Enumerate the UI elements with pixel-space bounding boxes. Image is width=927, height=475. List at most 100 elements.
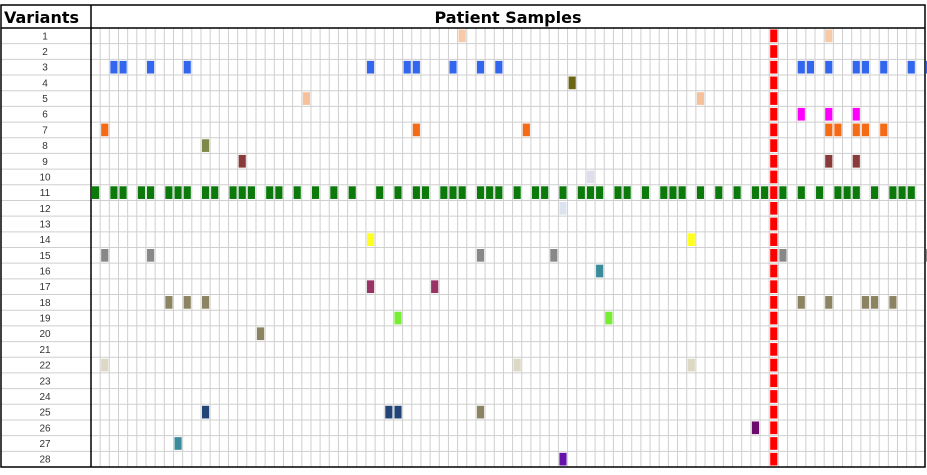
outer-border	[0, 4, 926, 468]
highlight-cell	[770, 452, 778, 466]
variant-cell	[852, 154, 860, 168]
variant-cell	[861, 296, 870, 309]
variant-cell	[678, 186, 686, 199]
variant-cell	[119, 60, 127, 74]
variant-cell	[596, 186, 604, 199]
variant-cell	[733, 186, 741, 199]
chart-title: Patient Samples	[435, 8, 582, 27]
row-label: 4	[42, 78, 48, 89]
variant-cell	[586, 170, 595, 184]
variant-cell	[495, 60, 503, 74]
variant-cell	[550, 249, 558, 262]
variant-cell	[146, 60, 155, 74]
highlight-cell	[770, 76, 778, 90]
variant-cell	[669, 186, 677, 199]
variant-cell	[513, 186, 521, 199]
variant-cell	[101, 249, 109, 262]
variant-cell	[183, 186, 191, 199]
row-label: 6	[42, 110, 48, 121]
variant-cell	[201, 139, 210, 152]
highlight-cell	[770, 45, 778, 58]
variant-cell	[394, 311, 402, 325]
variant-cell	[238, 186, 246, 199]
variant-cell	[366, 60, 375, 74]
row-label: 22	[39, 361, 51, 372]
variant-cell	[476, 249, 485, 262]
variant-cell	[146, 249, 155, 262]
variant-cell	[412, 60, 420, 74]
variant-cell	[366, 280, 375, 294]
variant-cell	[880, 60, 888, 74]
variant-cell	[247, 186, 255, 199]
variant-cell	[696, 92, 705, 105]
variant-cell	[119, 186, 127, 199]
variant-cell	[266, 186, 274, 199]
variant-cell	[907, 186, 915, 199]
variant-cell	[183, 296, 191, 309]
variant-cells	[92, 29, 927, 466]
variant-cell	[907, 60, 915, 74]
variant-cell	[366, 233, 375, 246]
row-label: 9	[42, 157, 48, 168]
variant-cell	[101, 358, 109, 372]
row-label: 24	[39, 392, 51, 403]
highlight-cell	[770, 217, 778, 231]
variant-cell	[660, 186, 668, 199]
row-label: 5	[42, 94, 48, 105]
variant-cell	[440, 186, 448, 199]
variant-cell	[101, 123, 109, 137]
row-label: 8	[42, 141, 48, 152]
highlight-cell	[770, 374, 778, 388]
highlight-cell	[770, 170, 778, 184]
variant-cell	[476, 405, 485, 419]
highlight-cell	[770, 233, 778, 246]
variant-cell	[816, 186, 824, 199]
variant-cell	[201, 186, 210, 199]
variant-cell	[522, 123, 530, 137]
row-label: 13	[39, 219, 51, 230]
highlight-cell	[770, 29, 778, 43]
variant-cell	[687, 233, 695, 246]
variant-cell	[275, 186, 283, 199]
variant-cell	[871, 296, 879, 309]
variant-cell	[889, 186, 897, 199]
highlight-cell	[770, 139, 778, 152]
variant-cell	[449, 186, 457, 199]
variant-cell	[889, 296, 897, 309]
variant-cell	[797, 107, 805, 121]
highlight-cell	[770, 123, 778, 137]
variant-cell	[568, 76, 576, 90]
row-label: 15	[39, 251, 51, 262]
row-label: 2	[42, 47, 48, 58]
row-label: 21	[39, 345, 51, 356]
variant-cell	[751, 421, 760, 435]
variant-cell	[183, 60, 191, 74]
variant-cell	[394, 186, 402, 199]
variant-cell	[715, 186, 723, 199]
row-label: 23	[39, 376, 51, 387]
variant-cell	[797, 60, 805, 74]
variant-cell	[146, 186, 155, 199]
variant-cell	[761, 186, 769, 199]
variant-cell	[531, 186, 540, 199]
variant-cell	[431, 280, 439, 294]
variant-cell	[394, 405, 402, 419]
variant-cell	[238, 154, 246, 168]
variant-cell	[806, 60, 815, 74]
variant-cell	[174, 437, 182, 450]
row-label: 27	[39, 439, 51, 450]
row-label: 20	[39, 329, 51, 340]
row-label: 3	[42, 63, 48, 74]
variant-cell	[385, 405, 393, 419]
variant-cell	[476, 60, 485, 74]
variant-cell	[586, 186, 595, 199]
variant-cell	[861, 60, 870, 74]
variant-cell	[825, 123, 833, 137]
variant-cell	[825, 296, 833, 309]
y-axis-label: Variants	[4, 8, 79, 27]
variant-cell	[476, 186, 485, 199]
variant-cell	[174, 186, 182, 199]
variant-cell	[834, 186, 842, 199]
variant-cell	[880, 123, 888, 137]
variant-cell	[623, 186, 631, 199]
